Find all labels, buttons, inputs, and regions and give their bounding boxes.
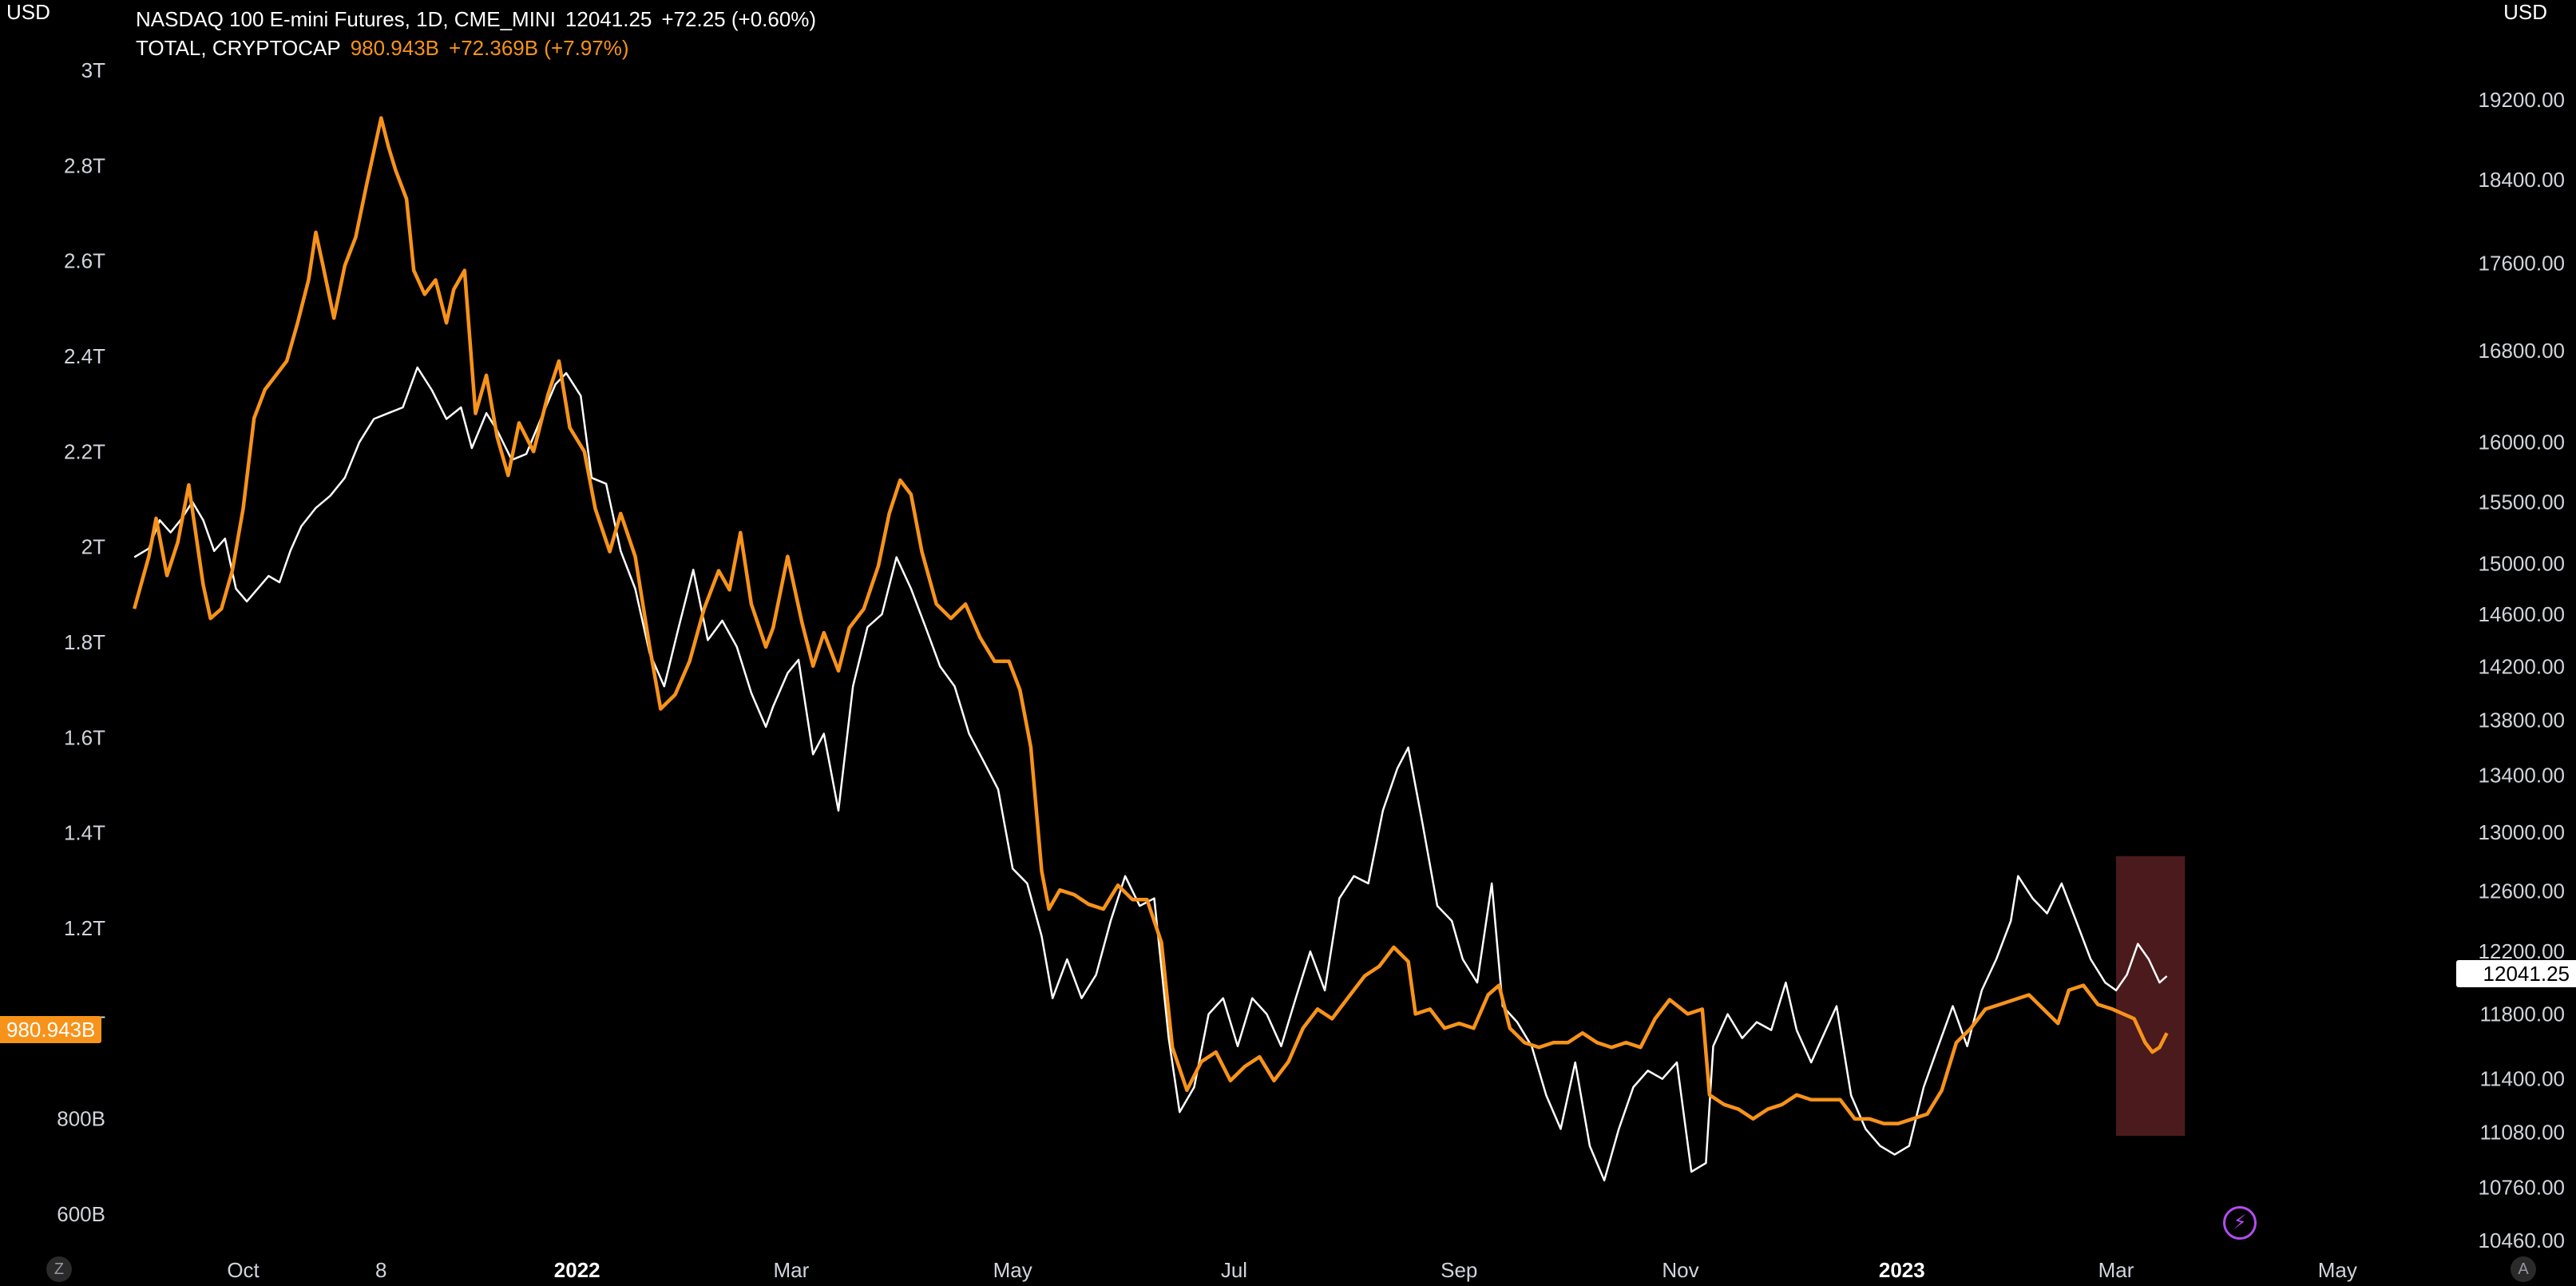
- right-axis-unit: USD: [2503, 0, 2547, 24]
- left-tick-label: 2.2T: [64, 439, 105, 463]
- x-tick-label: May: [993, 1258, 1032, 1282]
- x-axis-ticks: Oct 8 2022 Mar May Jul Sep Nov 2023 Mar May: [227, 1258, 2357, 1282]
- legend-nasdaq-price: 12041.25: [565, 7, 652, 31]
- right-tick-label: 15000.00: [2479, 551, 2565, 575]
- crypto-last-price-badge: 980.943B: [0, 1016, 102, 1043]
- highlight-layer: [2116, 856, 2186, 1136]
- left-axis-unit: USD: [6, 0, 50, 24]
- left-tick-label: 3T: [81, 58, 105, 82]
- x-tick-label: Nov: [1662, 1258, 1698, 1282]
- right-tick-label: 18400.00: [2479, 168, 2565, 192]
- nasdaq-series-line[interactable]: [133, 366, 2168, 1182]
- right-tick-label: 14600.00: [2479, 602, 2565, 626]
- crypto-series-line[interactable]: [133, 116, 2169, 1125]
- x-tick-label: Mar: [774, 1258, 810, 1282]
- right-tick-label: 10760.00: [2479, 1176, 2565, 1200]
- right-tick-label: 17600.00: [2479, 252, 2565, 276]
- series-layer: [133, 116, 2169, 1182]
- x-tick-label: Mar: [2098, 1258, 2134, 1282]
- right-tick-label: 13800.00: [2479, 708, 2565, 732]
- x-tick-label: Oct: [227, 1258, 260, 1282]
- highlight-box[interactable]: [2116, 856, 2186, 1136]
- x-tick-label: Sep: [1441, 1258, 1477, 1282]
- right-tick-label: 13000.00: [2479, 820, 2565, 844]
- x-tick-label: Jul: [1221, 1258, 1247, 1282]
- right-tick-label: 19200.00: [2479, 88, 2565, 112]
- legend-crypto-price: 980.943B: [350, 36, 440, 60]
- x-tick-label: May: [2318, 1258, 2357, 1282]
- legend-nasdaq[interactable]: NASDAQ 100 E-mini Futures, 1D, CME_MINI 1…: [136, 5, 816, 34]
- legend-crypto-change: +72.369B (+7.97%): [449, 36, 629, 60]
- right-tick-label: 12200.00: [2479, 939, 2565, 963]
- left-axis-ticks: 600B800B1T1.2T1.4T1.6T1.8T2T2.2T2.4T2.6T…: [57, 58, 105, 1226]
- left-tick-label: 1.2T: [64, 916, 105, 940]
- left-tick-label: 2T: [81, 535, 105, 559]
- legend: NASDAQ 100 E-mini Futures, 1D, CME_MINI 1…: [136, 5, 816, 62]
- left-scale-button[interactable]: Z: [46, 1256, 72, 1282]
- legend-nasdaq-name: NASDAQ 100 E-mini Futures, 1D, CME_MINI: [136, 7, 556, 31]
- x-tick-label: 2022: [554, 1258, 600, 1282]
- right-tick-label: 14200.00: [2479, 654, 2565, 678]
- x-tick-label: 2023: [1879, 1258, 1925, 1282]
- right-tick-label: 11400.00: [2479, 1067, 2565, 1091]
- right-tick-label: 11800.00: [2479, 1002, 2565, 1026]
- right-tick-label: 11080.00: [2479, 1121, 2565, 1145]
- right-tick-label: 13400.00: [2479, 764, 2565, 788]
- legend-crypto[interactable]: TOTAL, CRYPTOCAP 980.943B +72.369B (+7.97%…: [136, 34, 816, 62]
- legend-crypto-name: TOTAL, CRYPTOCAP: [136, 36, 341, 60]
- right-tick-label: 10460.00: [2479, 1228, 2565, 1252]
- left-tick-label: 1.6T: [64, 725, 105, 749]
- right-tick-label: 16000.00: [2479, 431, 2565, 454]
- left-tick-label: 2.6T: [64, 249, 105, 273]
- left-tick-label: 800B: [57, 1107, 105, 1131]
- auto-scale-button[interactable]: A: [2511, 1256, 2536, 1282]
- left-tick-label: 2.4T: [64, 344, 105, 368]
- right-tick-label: 16800.00: [2479, 339, 2565, 363]
- x-tick-label: 8: [375, 1258, 386, 1282]
- lightning-icon[interactable]: ⚡: [2223, 1206, 2257, 1240]
- nasdaq-last-price-badge: 12041.25: [2456, 960, 2576, 987]
- left-tick-label: 600B: [57, 1202, 105, 1226]
- right-tick-label: 15500.00: [2479, 490, 2565, 514]
- left-tick-label: 1.4T: [64, 821, 105, 845]
- right-axis-ticks: 10460.00 10760.00 11080.00 11400.00 11800.00…: [2479, 88, 2565, 1252]
- left-tick-label: 2.8T: [64, 153, 105, 177]
- left-tick-label: 1.8T: [64, 630, 105, 654]
- legend-nasdaq-change: +72.25 (+0.60%): [661, 7, 817, 31]
- right-tick-label: 12600.00: [2479, 879, 2565, 903]
